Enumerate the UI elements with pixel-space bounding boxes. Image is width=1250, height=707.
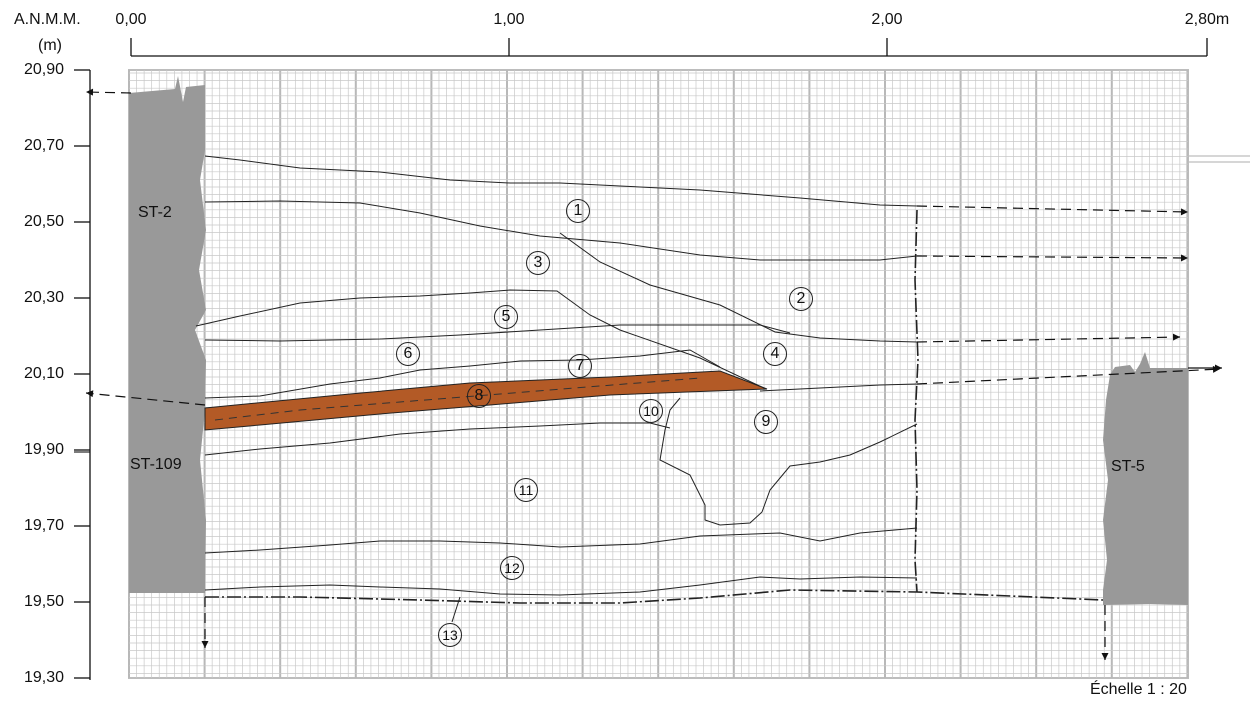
wall-st2 (129, 76, 206, 593)
layer-marker-9: 9 (754, 410, 778, 434)
layer-8-dash (214, 377, 701, 421)
vertical-section-line (914, 209, 919, 593)
y-tick-label: 19,50 (23, 593, 64, 610)
layer-marker-10: 10 (639, 399, 663, 423)
y-tick-label: 19,70 (23, 517, 64, 534)
x-tick-label: 2,80m (1184, 11, 1230, 28)
scale-label: Échelle 1 : 20 (1090, 681, 1187, 698)
layer-marker-11: 11 (514, 478, 538, 502)
y-axis-unit: (m) (38, 37, 62, 54)
wall-label-st5: ST-5 (1111, 458, 1145, 475)
layer-boundary (204, 576, 918, 596)
layer-marker-6: 6 (396, 342, 420, 366)
layer-boundary (559, 232, 918, 343)
y-axis-title: A.N.M.M. (14, 11, 81, 28)
wall-label-st2: ST-2 (138, 204, 172, 221)
layer-boundary (204, 349, 721, 399)
layer-marker-2: 2 (789, 287, 813, 311)
layer-marker-13: 13 (438, 623, 462, 647)
layer-marker-8: 8 (467, 384, 491, 408)
layer-boundary (195, 289, 767, 390)
x-tick-label: 1,00 (493, 11, 525, 28)
projection-arrow (85, 390, 206, 406)
layer-boundary (204, 155, 918, 207)
wall-label-st109: ST-109 (130, 456, 182, 473)
layer-boundary (204, 527, 918, 554)
projection-arrow (916, 365, 1221, 385)
layer-boundary (204, 324, 791, 342)
y-tick-label: 20,50 (23, 213, 64, 230)
leader-line-13 (451, 596, 461, 623)
layer-marker-4: 4 (763, 342, 787, 366)
layer-marker-12: 12 (500, 556, 524, 580)
y-tick-label: 20,90 (23, 61, 64, 78)
x-tick-label: 2,00 (871, 11, 903, 28)
y-tick-label: 19,90 (23, 441, 64, 458)
y-tick-label: 20,30 (23, 289, 64, 306)
y-tick-label: 20,10 (23, 365, 64, 382)
layer-boundary (759, 383, 918, 392)
projection-arrow (85, 88, 132, 96)
layer-boundary (204, 422, 671, 456)
y-tick-label: 19,30 (23, 669, 64, 686)
layer-marker-3: 3 (526, 251, 550, 275)
layer-marker-7: 7 (568, 354, 592, 378)
base-line (205, 589, 1104, 604)
wall-st5 (1103, 352, 1188, 605)
projection-arrow (916, 333, 1181, 343)
projection-arrow (916, 205, 1189, 216)
projection-arrow (916, 254, 1189, 262)
layer-boundary (659, 397, 918, 526)
layer-boundary (204, 200, 918, 261)
layer-marker-5: 5 (494, 305, 518, 329)
layer-marker-1: 1 (566, 199, 590, 223)
x-tick-label: 0,00 (115, 11, 147, 28)
y-tick-label: 20,70 (23, 137, 64, 154)
